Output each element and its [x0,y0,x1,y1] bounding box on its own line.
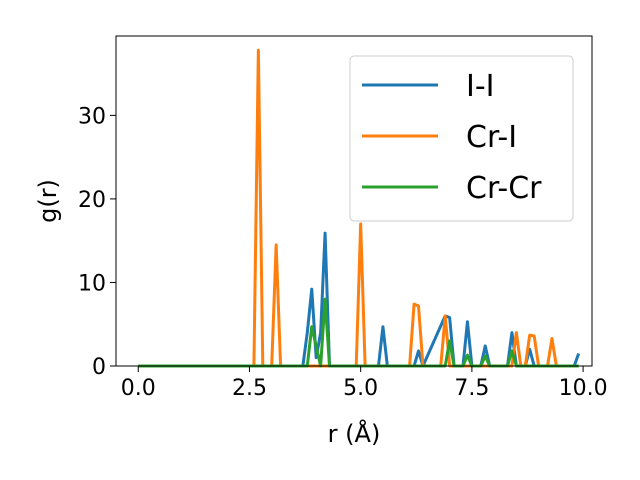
x-axis: 0.0 2.5 5.0 7.5 10.0 [121,366,608,401]
y-tick-label: 10 [78,271,106,296]
plot-frame [115,35,593,367]
legend-label-1: Cr-I [466,120,517,155]
x-tick-label: 5.0 [343,376,378,401]
y-axis: 0 10 20 30 [78,104,116,380]
legend-box [349,55,574,222]
x-tick-label: 2.5 [232,376,267,401]
y-tick-label: 0 [92,355,106,380]
x-tick-label: 0.0 [121,376,156,401]
y-tick-label: 30 [78,104,106,129]
y-axis-label: g(r) [34,179,62,223]
y-tick-label: 20 [78,188,106,213]
x-tick-label: 10.0 [559,376,608,401]
legend-label-2: Cr-Cr [466,171,542,206]
x-tick-label: 7.5 [454,376,489,401]
legend-label-0: I-I [466,69,495,104]
legend: I-I Cr-I Cr-Cr [349,55,574,222]
x-axis-label: r (Å) [328,419,381,448]
